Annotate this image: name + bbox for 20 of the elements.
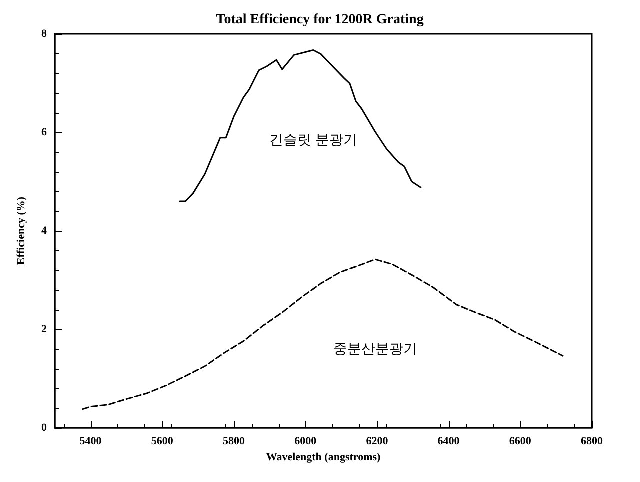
line-series [82,258,564,410]
line-series [179,50,422,202]
x-tick-label: 5800 [223,436,246,448]
y-tick-label: 6 [42,126,48,138]
x-tick-label: 6800 [581,436,604,448]
annotation: 중분산분광기 [333,342,418,358]
y-tick-label: 2 [42,324,48,336]
chart-title: Total Efficiency for 1200R Grating [216,12,424,28]
x-tick-label: 6000 [294,436,318,448]
annotation: 긴슬릿 분광기 [269,132,358,148]
y-tick-label: 4 [42,225,48,237]
y-tick-label: 0 [42,422,48,434]
x-tick-label: 6600 [509,436,532,448]
x-tick-label: 5600 [151,436,174,448]
x-tick-label: 6400 [438,436,460,448]
x-tick-label: 6200 [366,436,389,448]
y-axis-title: Efficiency (%) [16,196,28,266]
y-tick-label: 8 [42,28,48,40]
x-axis-title: Wavelength (angstroms) [266,452,382,464]
x-tick-label: 5400 [80,436,102,448]
